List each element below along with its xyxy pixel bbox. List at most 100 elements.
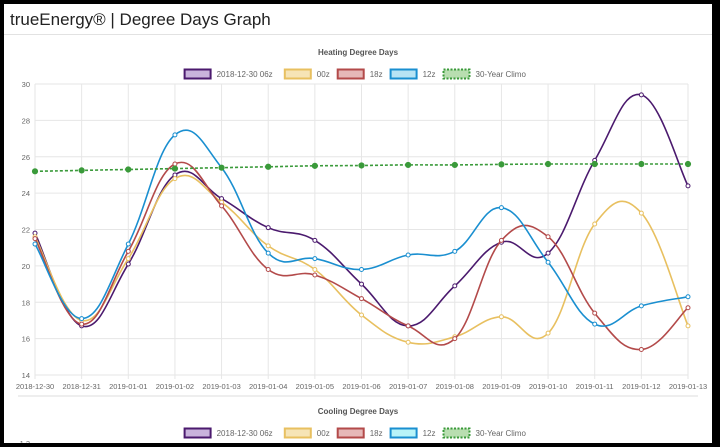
x-tick-label: 2019-01-03 bbox=[202, 382, 240, 391]
data-point-18z[interactable] bbox=[359, 296, 364, 302]
cooling-legend-swatch-00z[interactable] bbox=[283, 427, 312, 439]
heating-legend-label-12z[interactable]: 12z bbox=[423, 70, 436, 79]
y-tick-label: 28 bbox=[22, 116, 30, 125]
x-tick-label: 2019-01-08 bbox=[436, 382, 474, 391]
data-point-12z[interactable] bbox=[498, 205, 504, 211]
cooling-chart-title: Cooling Degree Days bbox=[318, 407, 399, 416]
data-point-30-year-climo[interactable] bbox=[358, 162, 365, 169]
data-point-18z[interactable] bbox=[219, 203, 225, 209]
cooling-legend-label-00z[interactable]: 00z bbox=[317, 429, 330, 438]
data-point-30-year-climo[interactable] bbox=[31, 168, 39, 175]
data-point-00z[interactable] bbox=[359, 312, 364, 318]
data-point-30-year-climo[interactable] bbox=[78, 167, 85, 174]
x-tick-label: 2019-01-09 bbox=[482, 382, 520, 391]
data-point-18z[interactable] bbox=[405, 323, 411, 329]
heating-legend-label-2018-12-30-06z[interactable]: 2018-12-30 06z bbox=[217, 70, 273, 79]
y-tick-label: 26 bbox=[22, 153, 30, 162]
data-point-30-year-climo[interactable] bbox=[498, 161, 505, 168]
x-tick-label: 2019-01-04 bbox=[249, 382, 287, 391]
data-point-2018-12-30-06z[interactable] bbox=[312, 237, 318, 243]
x-tick-label: 2018-12-31 bbox=[62, 382, 100, 391]
data-point-00z[interactable] bbox=[592, 221, 598, 227]
cooling-legend-swatch-30-year-climo[interactable] bbox=[442, 427, 471, 439]
heating-legend-label-18z[interactable]: 18z bbox=[370, 70, 383, 79]
y-tick-label: 24 bbox=[22, 189, 30, 198]
data-point-30-year-climo[interactable] bbox=[311, 162, 318, 169]
heating-legend-label-30-year-climo[interactable]: 30-Year Climo bbox=[476, 70, 527, 79]
data-point-18z[interactable] bbox=[545, 234, 551, 240]
data-point-18z[interactable] bbox=[32, 236, 38, 242]
heating-legend-swatch-12z[interactable] bbox=[389, 68, 418, 80]
data-point-00z[interactable] bbox=[638, 210, 644, 216]
data-point-12z[interactable] bbox=[452, 248, 458, 254]
cooling-legend-label-18z[interactable]: 18z bbox=[370, 429, 383, 438]
data-point-12z[interactable] bbox=[125, 241, 131, 247]
data-point-18z[interactable] bbox=[592, 310, 598, 316]
data-point-12z[interactable] bbox=[312, 256, 318, 262]
data-point-30-year-climo[interactable] bbox=[171, 165, 179, 172]
data-point-30-year-climo[interactable] bbox=[218, 164, 225, 171]
data-point-2018-12-30-06z[interactable] bbox=[638, 92, 644, 98]
y-tick-label: 30 bbox=[22, 80, 30, 89]
data-point-12z[interactable] bbox=[32, 241, 38, 247]
x-tick-label: 2019-01-13 bbox=[669, 382, 707, 391]
data-point-30-year-climo[interactable] bbox=[405, 161, 412, 169]
data-point-12z[interactable] bbox=[265, 250, 271, 256]
data-point-00z[interactable] bbox=[405, 339, 411, 345]
data-point-18z[interactable] bbox=[265, 267, 271, 273]
data-point-18z[interactable] bbox=[125, 248, 131, 254]
heating-chart-title: Heating Degree Days bbox=[318, 48, 399, 57]
data-point-30-year-climo[interactable] bbox=[544, 160, 552, 168]
data-point-12z[interactable] bbox=[359, 267, 364, 273]
data-point-00z[interactable] bbox=[312, 267, 318, 273]
x-tick-label: 2018-12-30 bbox=[16, 382, 54, 391]
x-tick-label: 2019-01-11 bbox=[576, 382, 614, 391]
cooling-legend-label-30-year-climo[interactable]: 30-Year Climo bbox=[476, 429, 527, 438]
data-point-30-year-climo[interactable] bbox=[638, 160, 645, 168]
heating-legend-swatch-00z[interactable] bbox=[283, 68, 312, 80]
degree-days-window: trueEnergy® | Degree Days Graph Heating … bbox=[4, 4, 712, 443]
data-point-00z[interactable] bbox=[685, 323, 691, 329]
data-point-30-year-climo[interactable] bbox=[125, 166, 132, 173]
data-point-12z[interactable] bbox=[685, 294, 691, 300]
heating-legend-swatch-18z[interactable] bbox=[336, 68, 365, 80]
data-point-2018-12-30-06z[interactable] bbox=[125, 261, 131, 267]
heating-legend-swatch-2018-12-30-06z[interactable] bbox=[183, 68, 212, 80]
data-point-2018-12-30-06z[interactable] bbox=[545, 250, 551, 256]
cooling-legend-swatch-12z[interactable] bbox=[389, 427, 418, 439]
data-point-2018-12-30-06z[interactable] bbox=[359, 281, 364, 287]
data-point-18z[interactable] bbox=[79, 321, 85, 327]
data-point-30-year-climo[interactable] bbox=[265, 163, 272, 170]
y-tick-label: 16 bbox=[22, 335, 30, 344]
data-point-00z[interactable] bbox=[265, 243, 271, 249]
data-point-12z[interactable] bbox=[79, 316, 85, 322]
data-point-2018-12-30-06z[interactable] bbox=[685, 183, 691, 189]
cooling-legend-label-2018-12-30-06z[interactable]: 2018-12-30 06z bbox=[217, 429, 273, 438]
data-point-12z[interactable] bbox=[172, 132, 178, 138]
heating-legend-label-00z[interactable]: 00z bbox=[317, 70, 330, 79]
data-point-18z[interactable] bbox=[498, 237, 504, 243]
data-point-30-year-climo[interactable] bbox=[591, 160, 598, 168]
data-point-30-year-climo[interactable] bbox=[451, 161, 458, 169]
data-point-12z[interactable] bbox=[405, 252, 411, 258]
data-point-18z[interactable] bbox=[172, 161, 178, 167]
data-point-2018-12-30-06z[interactable] bbox=[452, 283, 458, 289]
cooling-legend-swatch-18z[interactable] bbox=[336, 427, 365, 439]
data-point-00z[interactable] bbox=[125, 256, 131, 262]
data-point-30-year-climo[interactable] bbox=[684, 160, 692, 168]
data-point-2018-12-30-06z[interactable] bbox=[265, 225, 271, 231]
data-point-00z[interactable] bbox=[545, 330, 551, 336]
x-tick-label: 2019-01-07 bbox=[389, 382, 427, 391]
cooling-legend-label-12z[interactable]: 12z bbox=[423, 429, 436, 438]
data-point-12z[interactable] bbox=[545, 259, 551, 265]
data-point-18z[interactable] bbox=[312, 272, 318, 278]
data-point-00z[interactable] bbox=[498, 314, 504, 320]
data-point-18z[interactable] bbox=[638, 347, 644, 353]
data-point-18z[interactable] bbox=[685, 305, 691, 311]
data-point-12z[interactable] bbox=[638, 303, 644, 309]
cooling-legend-swatch-2018-12-30-06z[interactable] bbox=[183, 427, 212, 439]
data-point-18z[interactable] bbox=[452, 336, 458, 342]
data-point-12z[interactable] bbox=[592, 321, 598, 327]
heating-legend-swatch-30-year-climo[interactable] bbox=[442, 68, 471, 80]
data-point-00z[interactable] bbox=[172, 176, 178, 182]
